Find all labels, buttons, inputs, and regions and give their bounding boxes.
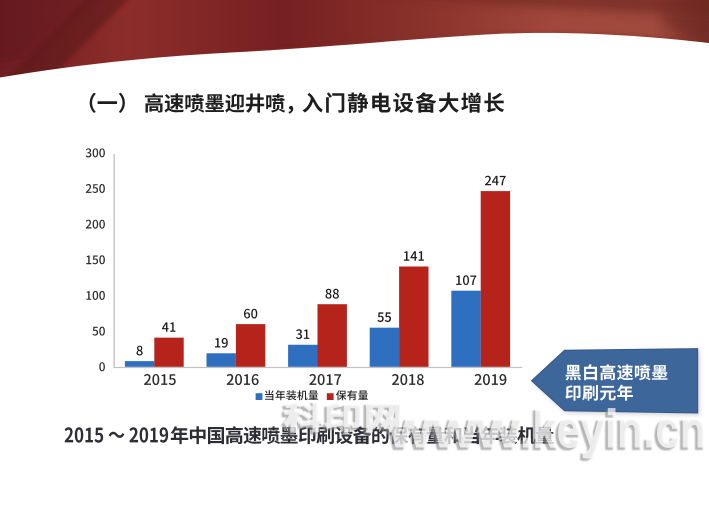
svg-text:www: www xyxy=(388,401,522,459)
svg-text:.keyin.cn: .keyin.cn xyxy=(518,403,704,461)
svg-text:.keyin.cn: .keyin.cn xyxy=(521,401,707,459)
svg-text:www: www xyxy=(385,403,519,461)
